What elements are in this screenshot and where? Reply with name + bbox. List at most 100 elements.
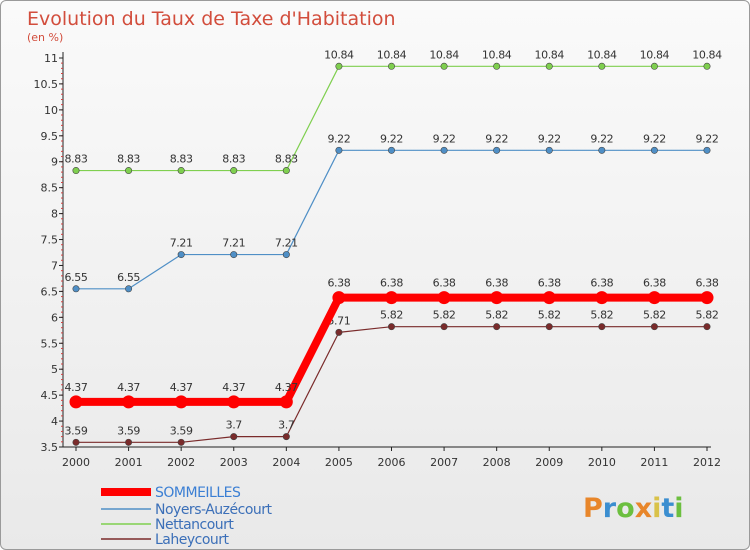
x-tick-label: 2002	[167, 456, 195, 469]
data-label: 5.82	[696, 309, 719, 322]
data-label: 3.7	[226, 419, 243, 432]
legend-item: Laheycourt	[101, 532, 230, 548]
data-label: 6.55	[117, 271, 140, 284]
logo-letter: i	[652, 493, 661, 524]
data-label: 7.21	[275, 237, 298, 250]
proxiti-logo: Proxiti	[583, 493, 684, 524]
y-tick-label: 9	[51, 156, 58, 169]
logo-letter: o	[616, 493, 635, 524]
data-label: 5.82	[380, 309, 403, 322]
data-label: 4.37	[117, 381, 140, 394]
y-tick-label: 4	[51, 415, 58, 428]
series-point	[72, 438, 80, 446]
axes: 3.5 4 4.5 5 5.5 6 6.5 7 7.5 8 8.5 9 9.5 10 10.5 11 2000 2…	[34, 52, 721, 469]
series-point	[335, 146, 343, 154]
series-layer: 8.83 8.83 8.83 8.83 8.83 10.84 10.84 10.84 10.84…	[65, 48, 723, 446]
legend-item: SOMMEILLES	[101, 485, 241, 501]
x-tick-label: 2004	[272, 456, 300, 469]
series-point	[647, 291, 661, 305]
series-point	[387, 146, 395, 154]
series-point	[703, 323, 711, 331]
series-point	[335, 328, 343, 336]
y-tick-label: 8	[51, 208, 58, 221]
data-label: 6.38	[380, 277, 403, 290]
series-point	[650, 146, 658, 154]
series-point	[125, 167, 133, 175]
series-point	[69, 395, 83, 409]
data-label: 5.82	[643, 309, 666, 322]
data-label: 9.22	[696, 132, 719, 145]
series-point	[227, 395, 241, 409]
data-label: 9.22	[590, 132, 613, 145]
y-tick-label: 5	[51, 363, 58, 376]
series-point	[493, 323, 501, 331]
series-point	[493, 146, 501, 154]
data-label: 6.38	[433, 277, 456, 290]
data-label: 8.83	[117, 153, 140, 166]
data-label: 7.21	[170, 237, 193, 250]
legend-label: Noyers-Auzécourt	[155, 502, 273, 518]
data-label: 6.38	[538, 277, 561, 290]
series-point	[282, 433, 290, 441]
data-label: 9.22	[538, 132, 561, 145]
data-label: 6.55	[65, 271, 88, 284]
series-point	[279, 395, 293, 409]
data-label: 6.38	[485, 277, 508, 290]
y-tick-label: 4.5	[41, 389, 59, 402]
data-label: 6.38	[643, 277, 666, 290]
y-tick-label: 9.5	[41, 130, 59, 143]
data-label: 9.22	[327, 132, 350, 145]
series-point	[490, 291, 504, 305]
x-tick-label: 2010	[588, 456, 616, 469]
y-tick-label: 7	[51, 259, 58, 272]
legend-item: Noyers-Auzécourt	[101, 502, 273, 518]
x-tick-label: 2005	[325, 456, 353, 469]
x-tick-label: 2006	[378, 456, 406, 469]
series-point	[437, 291, 451, 305]
series-point	[125, 438, 133, 446]
data-label: 3.59	[65, 424, 88, 437]
series-noyers-auz-court: 6.55 6.55 7.21 7.21 7.21 9.22 9.22 9.22 9.22 9.22…	[65, 132, 719, 293]
series-point	[387, 62, 395, 70]
series-point	[230, 167, 238, 175]
data-label: 8.83	[222, 153, 245, 166]
data-label: 10.84	[587, 48, 617, 61]
x-tick-label: 2001	[115, 456, 143, 469]
series-point	[332, 291, 346, 305]
series-sommeilles: 4.37 4.37 4.37 4.37 4.37 6.38 6.38 6.38 6.38 6.38…	[65, 277, 719, 409]
data-label: 10.84	[640, 48, 670, 61]
series-point	[650, 323, 658, 331]
series-point	[72, 285, 80, 293]
series-point	[125, 285, 133, 293]
data-label: 4.37	[65, 381, 88, 394]
data-label: 10.84	[324, 48, 354, 61]
data-label: 5.82	[590, 309, 613, 322]
logo-letter: i	[674, 493, 683, 524]
legend: SOMMEILLESNoyers-AuzécourtNettancourtLah…	[101, 485, 273, 548]
data-label: 7.21	[222, 237, 245, 250]
data-label: 3.7	[278, 419, 295, 432]
data-label: 4.37	[222, 381, 245, 394]
data-label: 4.37	[275, 381, 298, 394]
legend-label: Laheycourt	[155, 532, 230, 548]
x-tick-label: 2003	[220, 456, 248, 469]
series-point	[598, 146, 606, 154]
y-tick-label: 6.5	[41, 285, 59, 298]
data-label: 9.22	[643, 132, 666, 145]
y-tick-label: 10	[44, 104, 58, 117]
series-point	[650, 62, 658, 70]
series-point	[385, 291, 398, 305]
y-tick-label: 6	[51, 311, 58, 324]
series-point	[545, 146, 553, 154]
legend-label: SOMMEILLES	[155, 485, 241, 501]
series-point	[387, 323, 395, 331]
data-label: 6.38	[327, 277, 350, 290]
data-label: 10.84	[429, 48, 459, 61]
logo-letter: t	[661, 493, 674, 524]
y-tick-label: 7.5	[41, 234, 59, 247]
series-point	[598, 62, 606, 70]
x-tick-label: 2009	[535, 456, 563, 469]
x-tick-label: 2007	[430, 456, 458, 469]
logo-letter: r	[603, 493, 617, 524]
